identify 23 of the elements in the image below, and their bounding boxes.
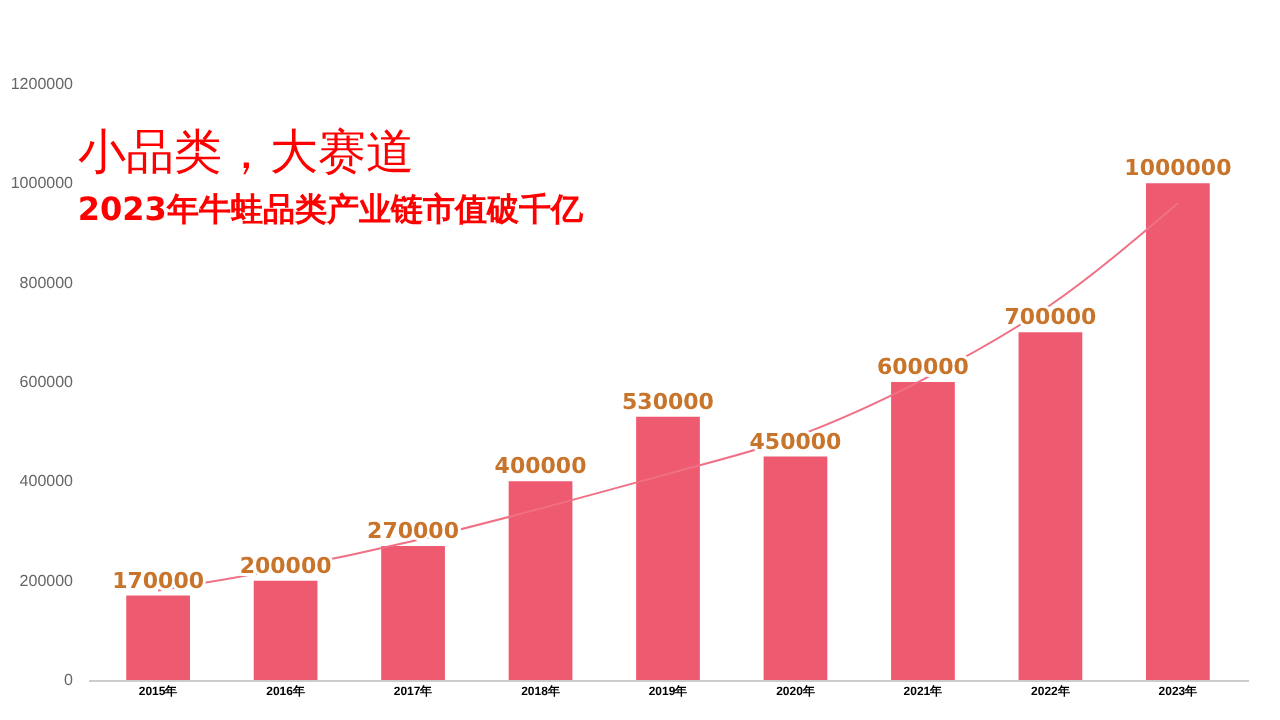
- y-tick-label: 400000: [19, 472, 75, 491]
- data-label: 170000: [112, 567, 205, 594]
- text: 小品类，大赛道: [77, 124, 414, 180]
- y-tick-label: 0: [64, 671, 75, 689]
- data-label: 400000: [494, 453, 588, 480]
- bar: [1018, 332, 1083, 680]
- y-tick-label: 1000000: [10, 174, 75, 193]
- data-label: 1000000: [1124, 155, 1233, 182]
- bar: [763, 456, 828, 680]
- bar: [381, 545, 445, 680]
- y-tick-label: 600000: [19, 373, 75, 391]
- y-tick-label: 800000: [19, 273, 75, 292]
- bar: [891, 382, 955, 680]
- text: 2023年牛蛙品类产业链市值破千亿: [77, 190, 585, 228]
- bar: [508, 481, 573, 680]
- bar: [636, 416, 700, 680]
- bar: [1146, 183, 1210, 680]
- y-tick-label: 200000: [19, 571, 75, 590]
- y-tick-label: 1200000: [10, 75, 75, 93]
- bar: [253, 580, 318, 680]
- data-label: 530000: [622, 388, 715, 415]
- data-label: 270000: [367, 517, 460, 544]
- bar: [126, 595, 190, 680]
